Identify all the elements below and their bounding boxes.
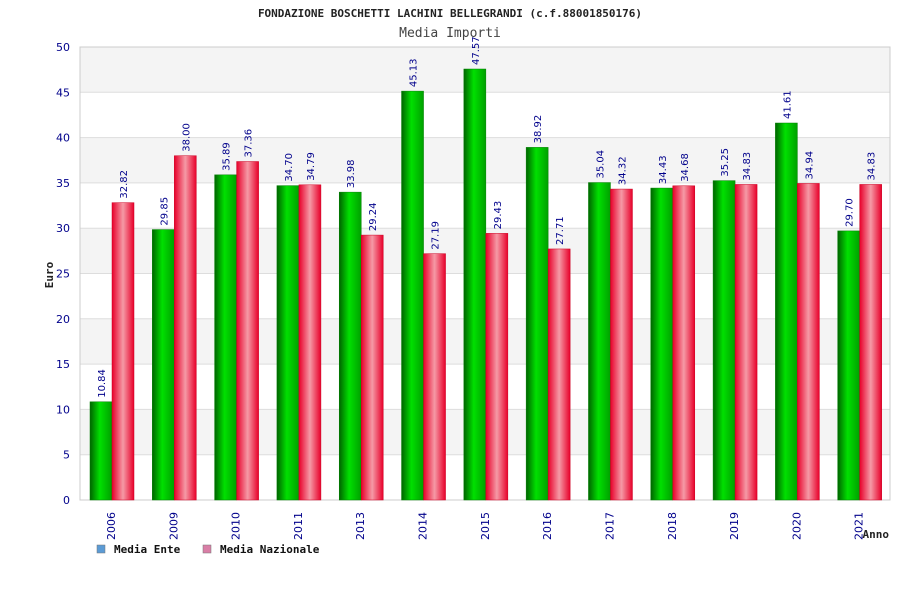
y-tick-label: 5	[63, 449, 70, 462]
data-label: 35.25	[720, 148, 731, 177]
data-label: 34.79	[306, 152, 317, 181]
data-label: 45.13	[409, 58, 420, 87]
bar-media-nazionale	[111, 202, 135, 501]
x-tick-label: 2015	[479, 512, 492, 540]
bar-media-ente	[712, 180, 736, 501]
y-tick-label: 45	[56, 86, 70, 99]
x-tick-label: 2009	[167, 512, 180, 540]
data-label: 34.70	[284, 153, 295, 182]
bar-media-ente	[837, 230, 860, 501]
y-axis-label: Euro	[43, 261, 56, 288]
bar-media-nazionale	[485, 233, 509, 501]
bar-media-ente	[650, 187, 674, 501]
bar-media-nazionale	[298, 184, 322, 501]
data-label: 27.71	[555, 216, 566, 245]
x-tick-label: 2006	[105, 512, 118, 540]
chart-subtitle: Media Importi	[399, 26, 501, 41]
data-label: 29.43	[493, 201, 504, 230]
data-label: 27.19	[431, 221, 442, 250]
bar-media-ente	[214, 174, 237, 501]
bar-media-nazionale	[672, 185, 696, 501]
data-label: 34.68	[680, 153, 691, 182]
x-tick-label: 2011	[292, 512, 305, 540]
data-label: 38.92	[533, 115, 544, 144]
data-label: 38.00	[181, 123, 192, 152]
data-label: 29.70	[845, 198, 856, 227]
y-tick-label: 35	[56, 177, 70, 190]
x-tick-label: 2021	[853, 512, 866, 540]
legend-label: Media Ente	[114, 543, 181, 556]
x-tick-label: 2018	[666, 512, 679, 540]
x-axis-ticks: 2006 2009 2010 2011 2013 2014 2015 2016 2017 2018…	[105, 512, 866, 540]
bar-media-ente	[338, 191, 362, 501]
bar-media-ente	[463, 68, 487, 501]
bar-media-nazionale	[360, 234, 384, 501]
y-tick-label: 0	[63, 494, 70, 507]
data-label: 10.84	[97, 369, 108, 398]
data-label: 35.89	[222, 142, 233, 171]
bar-media-ente	[152, 229, 175, 501]
data-label: 34.94	[804, 151, 815, 180]
bar-media-ente	[276, 185, 300, 501]
bar-media-nazionale	[547, 248, 571, 501]
x-tick-label: 2013	[354, 512, 367, 540]
x-tick-label: 2010	[230, 512, 243, 540]
data-label: 33.98	[346, 160, 357, 189]
y-tick-label: 15	[56, 358, 70, 371]
y-tick-label: 40	[56, 132, 70, 145]
data-labels: 10.84 32.82 29.85 38.00 35.89 37.36 34.70 34.79…	[97, 36, 878, 397]
bar-media-nazionale	[610, 188, 633, 501]
bar-media-nazionale	[236, 161, 259, 501]
data-label: 32.82	[119, 170, 130, 199]
x-tick-label: 2019	[728, 512, 741, 540]
legend-label: Media Nazionale	[220, 543, 320, 556]
x-axis-label: Anno	[863, 528, 890, 541]
x-tick-label: 2014	[417, 512, 430, 540]
y-tick-label: 10	[56, 403, 70, 416]
legend-swatch	[96, 544, 106, 554]
data-label: 34.83	[867, 152, 878, 181]
y-tick-label: 25	[56, 268, 70, 281]
data-label: 29.85	[159, 197, 170, 226]
bar-media-nazionale	[734, 184, 758, 501]
bar-media-ente	[588, 182, 611, 501]
y-axis-ticks: 0 5 10 15 20 25 30 35 40 45 50	[56, 41, 70, 507]
y-tick-label: 50	[56, 41, 70, 54]
bar-media-nazionale	[174, 155, 197, 501]
data-label: 47.57	[471, 36, 482, 65]
bar-media-ente	[89, 401, 113, 501]
data-label: 29.24	[368, 202, 379, 231]
bar-media-ente	[525, 147, 549, 501]
y-tick-label: 30	[56, 222, 70, 235]
chart-title: FONDAZIONE BOSCHETTI LACHINI BELLEGRANDI…	[258, 7, 642, 20]
y-tick-label: 20	[56, 313, 70, 326]
x-tick-label: 2020	[790, 512, 803, 540]
bar-media-ente	[775, 122, 798, 501]
data-label: 34.83	[742, 152, 753, 181]
legend: Media Ente Media Nazionale	[96, 543, 320, 556]
bar-media-ente	[401, 90, 424, 501]
bars	[89, 68, 882, 501]
data-label: 34.43	[658, 155, 669, 184]
data-label: 34.32	[617, 156, 628, 185]
legend-swatch	[202, 544, 212, 554]
data-label: 37.36	[244, 129, 255, 158]
x-tick-label: 2016	[541, 512, 554, 540]
bar-media-nazionale	[859, 184, 882, 501]
data-label: 41.61	[782, 90, 793, 119]
bar-media-nazionale	[423, 253, 446, 501]
data-label: 35.04	[595, 150, 606, 179]
x-tick-label: 2017	[603, 512, 616, 540]
bar-media-nazionale	[797, 183, 820, 501]
